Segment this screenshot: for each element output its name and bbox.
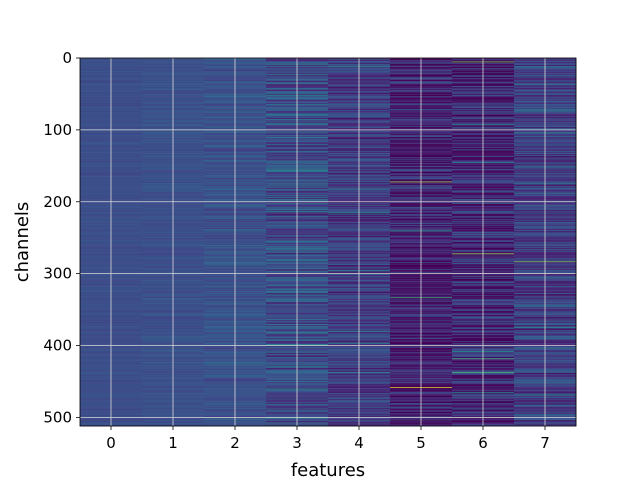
x-axis-ticks: 0 1 2 3 4 5 6 7: [106, 426, 550, 452]
x-tick-label: 6: [478, 434, 488, 452]
y-tick-label: 400: [43, 337, 72, 355]
y-axis-label: channels: [12, 202, 33, 283]
x-tick-label: 7: [540, 434, 550, 452]
x-tick-label: 1: [168, 434, 178, 452]
y-axis-ticks: 0 100 200 300 400 500: [43, 49, 80, 426]
y-tick-label: 500: [43, 408, 72, 426]
y-tick-label: 200: [43, 193, 72, 211]
y-tick-label: 0: [62, 49, 72, 67]
x-tick-label: 3: [292, 434, 302, 452]
grid-lines: [80, 57, 576, 426]
heatmap-cells: [80, 58, 577, 427]
x-axis-label: features: [291, 460, 365, 480]
plot-frame: [79, 57, 577, 427]
y-tick-label: 100: [43, 121, 72, 139]
x-tick-label: 2: [230, 434, 240, 452]
x-tick-label: 4: [354, 434, 364, 452]
y-tick-label: 300: [43, 265, 72, 283]
x-tick-label: 5: [416, 434, 426, 452]
x-tick-label: 0: [106, 434, 116, 452]
